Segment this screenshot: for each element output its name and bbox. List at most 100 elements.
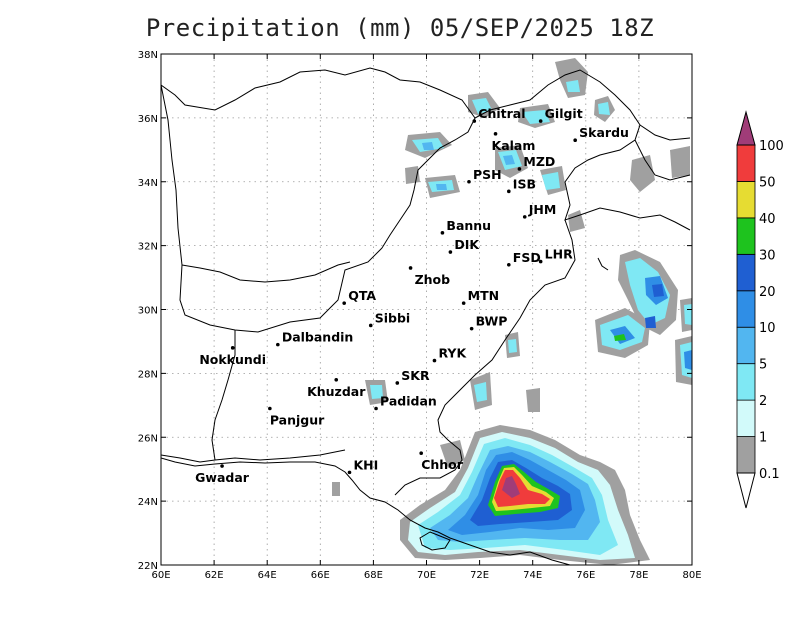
city-label: Kalam bbox=[492, 138, 536, 153]
city-label: MZD bbox=[523, 154, 555, 169]
lon-tick-label: 72E bbox=[470, 570, 489, 581]
city-dot bbox=[276, 342, 280, 347]
city-dot bbox=[507, 189, 511, 194]
city-label: Gilgit bbox=[545, 106, 583, 121]
colorbar-label: 100 bbox=[759, 139, 784, 154]
city-label: KHI bbox=[354, 457, 379, 472]
city-dot bbox=[347, 470, 352, 475]
city-label: FSD bbox=[513, 250, 541, 265]
lat-tick-label: 32N bbox=[138, 242, 158, 253]
axis-ticks: 60E 62E 64E 66E 68E 70E 72E 74E 76E 78E 80E 22N 24N 2… bbox=[138, 50, 702, 581]
city-dot bbox=[230, 346, 235, 350]
city-dot bbox=[268, 406, 272, 411]
colorbar-label: 5 bbox=[759, 358, 767, 373]
lon-tick-label: 60E bbox=[151, 570, 170, 581]
colorbar-label: 30 bbox=[759, 248, 776, 263]
lat-tick-label: 34N bbox=[138, 178, 158, 189]
colorbar-swatch bbox=[736, 253, 756, 292]
city-label: BWP bbox=[476, 314, 508, 329]
lat-tick-label: 38N bbox=[138, 50, 158, 61]
colorbar-swatch bbox=[736, 363, 756, 401]
colorbar-label: 20 bbox=[759, 285, 776, 300]
city-dot bbox=[342, 301, 346, 305]
lon-tick-label: 62E bbox=[205, 570, 224, 581]
lon-tick-label: 64E bbox=[258, 570, 277, 581]
precipitation-fields bbox=[332, 58, 692, 565]
city-label: JHM bbox=[528, 202, 557, 217]
city-dot bbox=[472, 119, 477, 123]
colorbar-swatch bbox=[736, 436, 756, 474]
colorbar-swatch bbox=[736, 181, 756, 219]
city-label: LHR bbox=[545, 247, 573, 262]
city-dot bbox=[395, 381, 400, 385]
lat-tick-label: 22N bbox=[138, 561, 158, 572]
grid-lines bbox=[161, 54, 692, 565]
lon-tick-label: 78E bbox=[629, 570, 648, 581]
city-dot bbox=[573, 138, 577, 143]
city-dot bbox=[448, 250, 453, 254]
coastline bbox=[161, 457, 571, 565]
colorbar-label: 0.1 bbox=[759, 467, 780, 482]
city-dot bbox=[469, 326, 474, 331]
lon-tick-label: 66E bbox=[311, 570, 330, 581]
city-dot bbox=[507, 262, 511, 267]
city-dot bbox=[220, 464, 224, 468]
lon-tick-label: 70E bbox=[417, 570, 436, 581]
city-label: SKR bbox=[401, 368, 430, 383]
city-dot bbox=[374, 406, 378, 411]
city-label: RYK bbox=[438, 346, 467, 361]
lat-tick-label: 36N bbox=[138, 114, 158, 125]
colorbar-bottom-arrow bbox=[736, 472, 756, 509]
city-dot bbox=[493, 132, 498, 136]
city-label: Bannu bbox=[446, 218, 491, 233]
city-label: Dalbandin bbox=[282, 330, 354, 345]
lat-tick-label: 24N bbox=[138, 497, 158, 508]
colorbar-top-arrow bbox=[736, 110, 756, 146]
lon-tick-label: 74E bbox=[523, 570, 542, 581]
city-label: ISB bbox=[513, 176, 536, 191]
lon-tick-label: 80E bbox=[682, 570, 701, 581]
city-label: Skardu bbox=[579, 125, 629, 140]
colorbar-swatch bbox=[736, 217, 756, 255]
city-dot bbox=[522, 215, 527, 219]
city-dot bbox=[461, 301, 466, 305]
city-label: Nokkundi bbox=[199, 352, 266, 367]
city-dot bbox=[368, 323, 373, 328]
colorbar-label: 2 bbox=[759, 394, 767, 409]
colorbar-swatch bbox=[736, 399, 756, 437]
city-dot bbox=[419, 451, 423, 456]
colorbar: 0.1 1 2 5 10 20 30 40 50 100 bbox=[736, 110, 784, 509]
country-boundaries bbox=[161, 67, 691, 496]
city-label: Padidan bbox=[380, 394, 437, 409]
colorbar-label: 10 bbox=[759, 321, 776, 336]
city-label: Chhor bbox=[421, 457, 464, 472]
city-dot bbox=[408, 266, 413, 270]
lat-tick-label: 26N bbox=[138, 433, 158, 444]
colorbar-label: 1 bbox=[759, 431, 767, 446]
city-label: QTA bbox=[348, 288, 376, 303]
map-title: Precipitation (mm) 05/SEP/2025 18Z bbox=[145, 14, 655, 42]
lon-tick-label: 76E bbox=[576, 570, 595, 581]
city-label: Gwadar bbox=[195, 470, 250, 485]
city-dot bbox=[432, 358, 437, 363]
city-label: Panjgur bbox=[270, 413, 325, 428]
colorbar-label: 50 bbox=[759, 175, 776, 190]
city-markers: Chitral Kalam Gilgit Skardu MZD PSH ISB JHM Bann… bbox=[195, 106, 629, 485]
colorbar-swatch bbox=[736, 144, 756, 182]
colorbar-swatch bbox=[736, 290, 756, 328]
lon-tick-label: 68E bbox=[364, 570, 383, 581]
city-dot bbox=[538, 119, 543, 123]
city-dot bbox=[334, 377, 339, 382]
lat-tick-label: 28N bbox=[138, 369, 158, 380]
city-label: Chitral bbox=[478, 106, 525, 121]
city-label: Zhob bbox=[415, 272, 451, 287]
city-dot bbox=[467, 179, 471, 184]
colorbar-label: 40 bbox=[759, 212, 776, 227]
lat-tick-label: 30N bbox=[138, 306, 158, 317]
city-dot bbox=[440, 231, 445, 235]
city-dot bbox=[538, 259, 543, 264]
city-dot bbox=[517, 167, 522, 171]
city-label: Khuzdar bbox=[307, 384, 366, 399]
city-label: MTN bbox=[468, 288, 499, 303]
